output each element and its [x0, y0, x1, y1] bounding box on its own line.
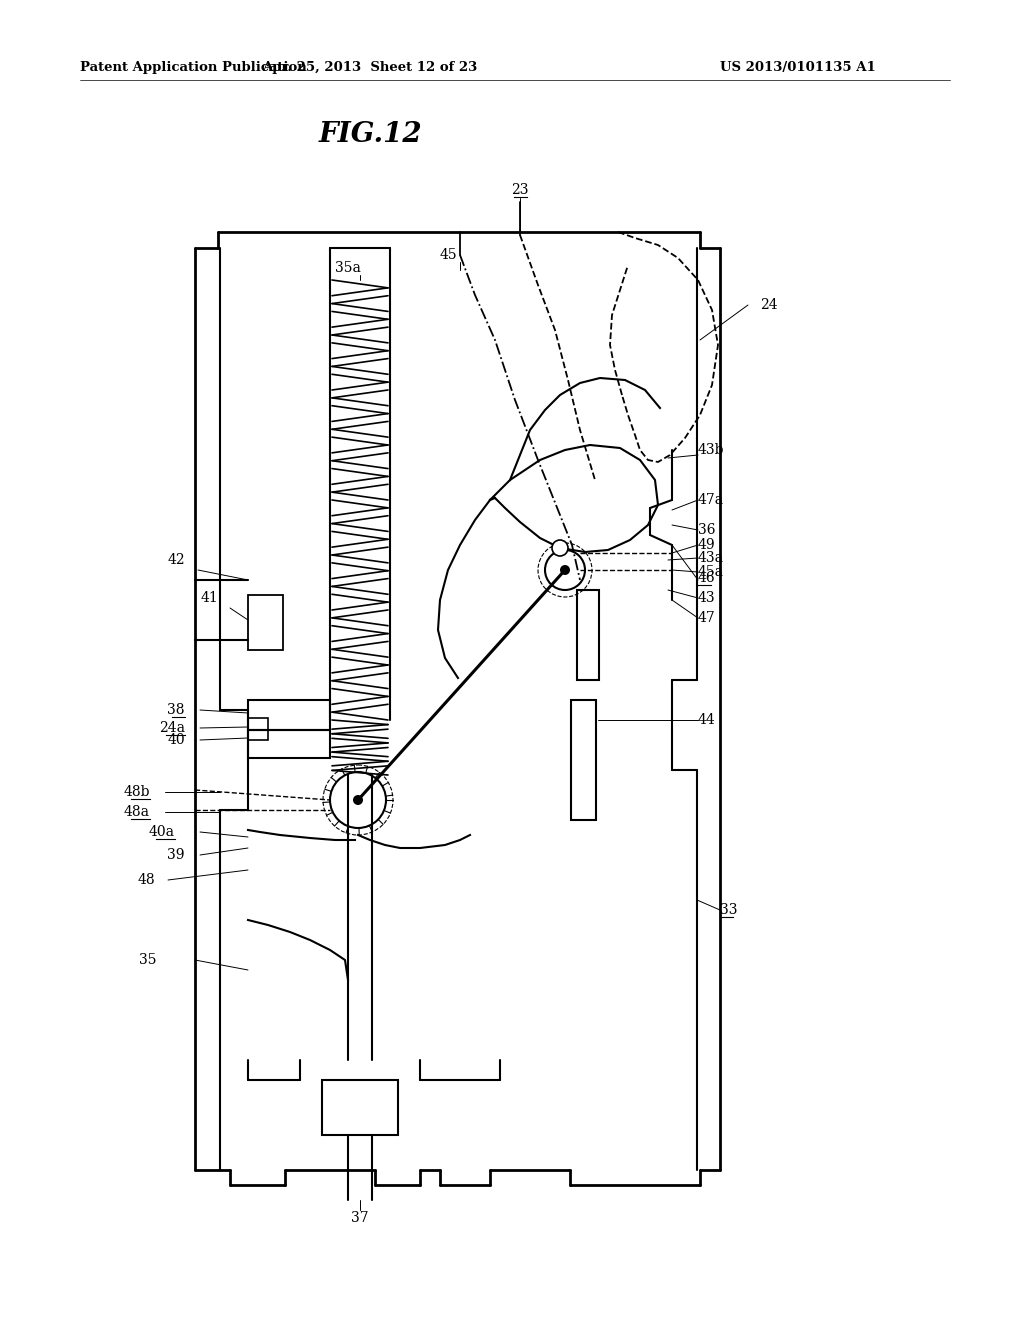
Text: US 2013/0101135 A1: US 2013/0101135 A1	[720, 62, 876, 74]
Text: 47a: 47a	[698, 492, 724, 507]
Text: 35: 35	[139, 953, 157, 968]
Text: 48: 48	[137, 873, 155, 887]
Circle shape	[560, 565, 570, 576]
Text: 33: 33	[720, 903, 737, 917]
Text: 45a: 45a	[698, 565, 724, 579]
Text: Apr. 25, 2013  Sheet 12 of 23: Apr. 25, 2013 Sheet 12 of 23	[262, 62, 477, 74]
Circle shape	[552, 540, 568, 556]
Text: 41: 41	[201, 591, 218, 605]
Text: Patent Application Publication: Patent Application Publication	[80, 62, 307, 74]
Text: 43a: 43a	[698, 550, 724, 565]
Text: 24a: 24a	[159, 721, 185, 735]
Text: 47: 47	[698, 611, 716, 624]
Text: 45: 45	[439, 248, 457, 261]
Bar	[248, 700, 330, 730]
Text: 43: 43	[698, 591, 716, 605]
Bar	[322, 1080, 398, 1135]
Text: 42: 42	[167, 553, 185, 568]
Bar	[571, 700, 596, 820]
Circle shape	[353, 795, 362, 805]
Text: 37: 37	[351, 1210, 369, 1225]
Text: 35a: 35a	[335, 261, 360, 275]
Text: 43b: 43b	[698, 444, 725, 457]
Text: 48a: 48a	[124, 805, 150, 818]
Text: FIG.12: FIG.12	[318, 121, 422, 149]
Text: 38: 38	[168, 704, 185, 717]
Text: 48b: 48b	[124, 785, 150, 799]
Text: 24: 24	[760, 298, 777, 312]
Text: 40a: 40a	[150, 825, 175, 840]
Text: 46: 46	[698, 572, 716, 585]
Bar	[248, 730, 330, 758]
Bar	[248, 595, 283, 649]
Text: 49: 49	[698, 539, 716, 552]
Text: 36: 36	[698, 523, 716, 537]
Text: 44: 44	[698, 713, 716, 727]
Text: 23: 23	[511, 183, 528, 197]
Text: 40: 40	[167, 733, 185, 747]
Bar	[577, 590, 599, 680]
Bar	[248, 718, 268, 741]
Text: 39: 39	[168, 847, 185, 862]
